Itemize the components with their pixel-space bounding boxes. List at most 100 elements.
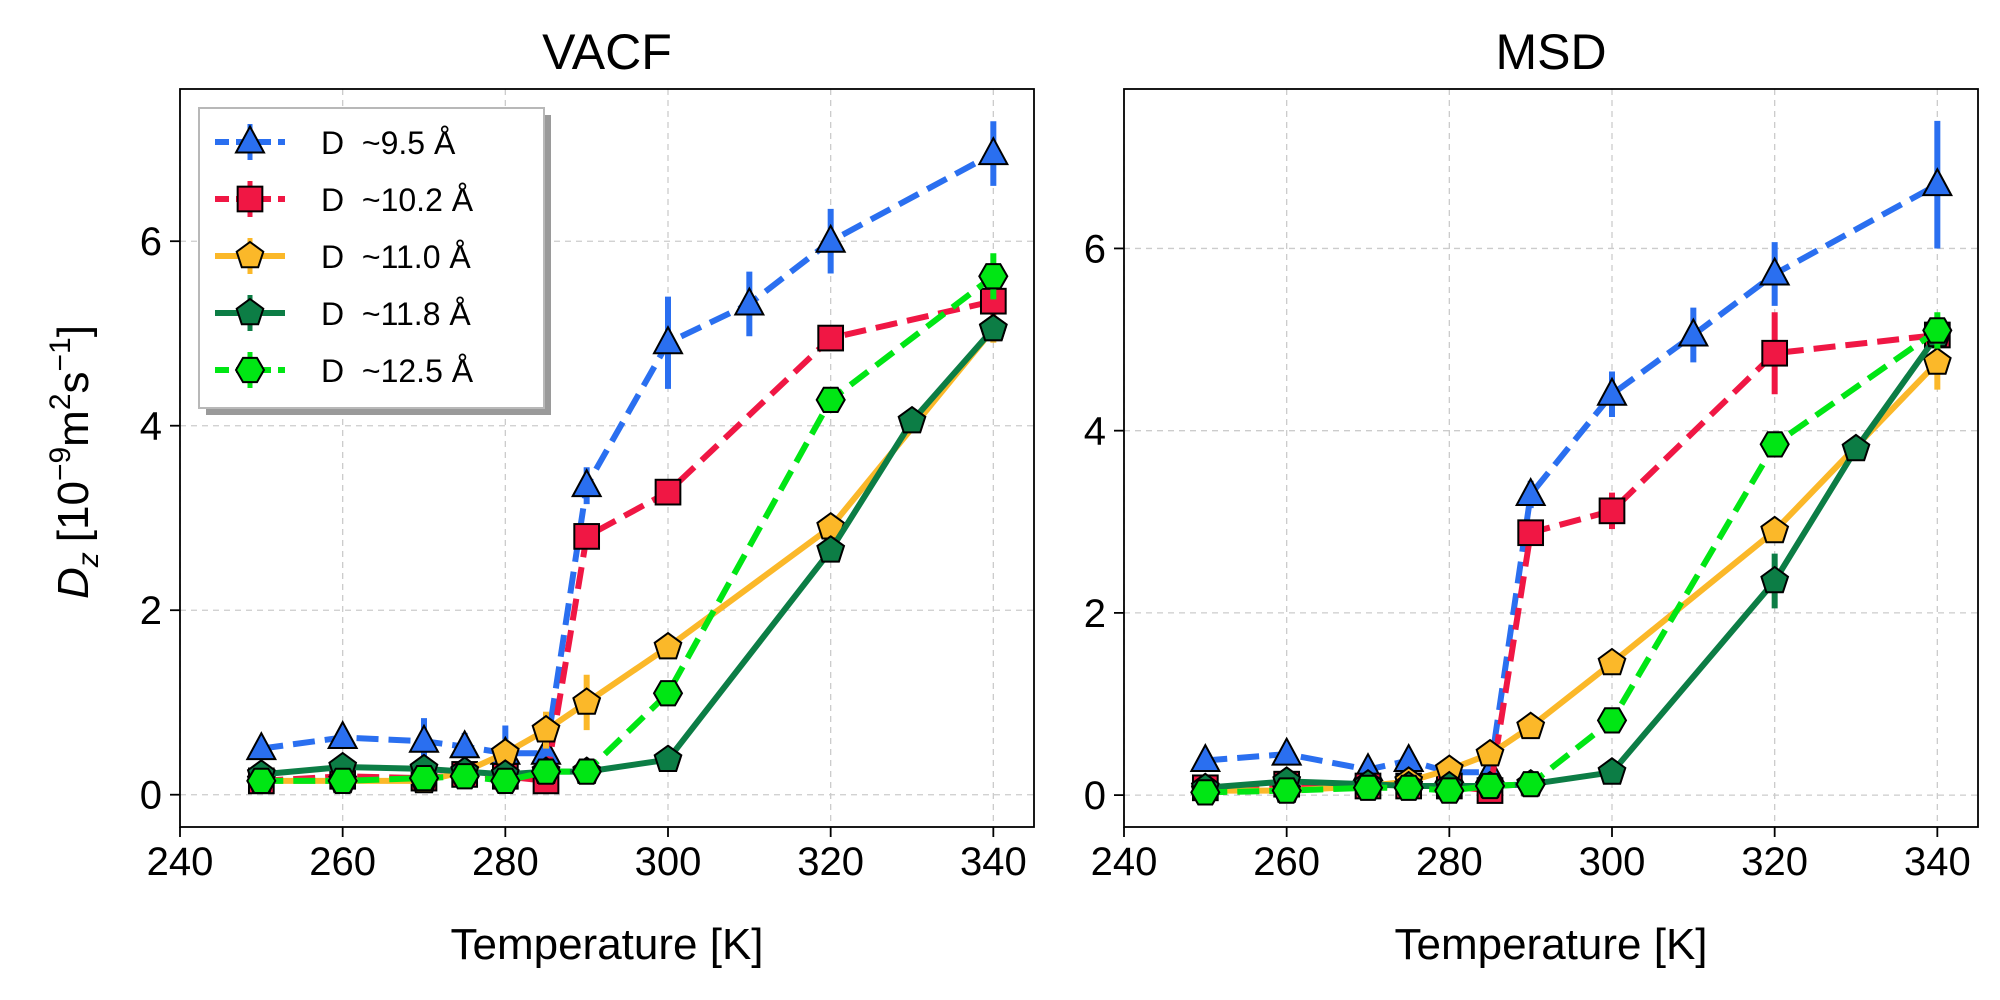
msd-x-tick-label: 240 (1091, 840, 1158, 884)
msd-series-4-point (1760, 565, 1790, 594)
msd-series-3 (1190, 335, 1952, 803)
msd-series-2-point (1517, 519, 1545, 547)
vacf-y-tick-label: 6 (140, 220, 162, 264)
y-axis-label: Dz [10−9m2s−1] (44, 325, 105, 599)
msd-x-tick-label: 260 (1253, 840, 1320, 884)
vacf-series-5-point (815, 386, 846, 413)
msd-series-5-point (1190, 779, 1221, 806)
vacf-x-axis-label: Temperature [K] (450, 920, 763, 969)
msd-x-axis-label: Temperature [K] (1394, 920, 1707, 969)
y-label-close: ] (49, 325, 98, 337)
legend-label: D ~10.2 Å (321, 182, 474, 218)
legend-entry-5: D ~12.5 Å (215, 352, 474, 389)
vacf-series-1-point (814, 223, 847, 253)
vacf-series-2-point (817, 324, 845, 352)
legend: D ~9.5 Å D ~10.2 Å D ~11.0 Å D ~11.8 Å D ~12… (198, 107, 551, 415)
vacf-series-5-point (530, 758, 562, 785)
msd-y-tick-label: 4 (1084, 410, 1106, 454)
msd-series-4-point (1597, 757, 1627, 785)
vacf-series-5-point (408, 765, 440, 792)
msd-series-3-point (1516, 711, 1546, 740)
vacf-series-5 (246, 253, 1009, 794)
vacf-series-1-point (408, 723, 440, 753)
msd-x-tick-label: 280 (1416, 840, 1483, 884)
msd-series-5-point (1474, 772, 1506, 800)
msd-series-1-point (1189, 742, 1222, 772)
legend-label: D ~11.0 Å (321, 239, 471, 275)
msd-axes-frame (1123, 88, 1979, 828)
msd-series-4-point (1841, 433, 1871, 462)
vacf-x-tick-label: 340 (960, 840, 1027, 884)
msd-series-4-line (1205, 333, 1940, 791)
msd-x-tick-label: 340 (1904, 840, 1971, 884)
msd-x-tick-label: 300 (1579, 840, 1646, 884)
vacf-series-4-point (816, 535, 846, 563)
vacf-x-tick-label: 240 (147, 840, 214, 884)
msd-series-5-point (1515, 771, 1546, 798)
legend-label: D ~11.8 Å (321, 296, 471, 332)
vacf-y-tick-label: 0 (140, 774, 162, 818)
vacf-x-tick-label: 260 (309, 840, 376, 884)
msd-series-5 (1190, 312, 1953, 806)
msd-series-1-point (1758, 256, 1791, 286)
vacf-series-5-point (652, 680, 684, 707)
y-label-units2: m (49, 410, 98, 447)
vacf-series-5-point (246, 767, 277, 794)
vacf-x-tick-label: 280 (472, 840, 539, 884)
y-label-exp: −9 (44, 447, 77, 481)
legend-label: D ~12.5 Å (321, 353, 474, 389)
msd-series-2-point (1761, 339, 1789, 367)
vacf-series-5-line (261, 273, 996, 784)
vacf-axes-frame (179, 88, 1035, 828)
msd-series-1-point (1596, 376, 1628, 406)
vacf-x-tick-label: 320 (797, 840, 864, 884)
msd-series-3-point (1760, 515, 1790, 544)
y-label-exp3: −1 (44, 337, 77, 371)
legend-marker (234, 356, 266, 384)
legend-entry-2: D ~10.2 Å (215, 181, 474, 218)
vacf-series-1-line (260, 150, 995, 757)
legend-entry-4: D ~11.8 Å (215, 295, 471, 332)
legend-entry-3: D ~11.0 Å (215, 238, 471, 275)
msd-series-1-point (1514, 476, 1547, 506)
vacf-series-5-point (490, 767, 521, 794)
msd-series-2-line (1205, 332, 1938, 794)
msd-series-2-point (1598, 497, 1626, 525)
vacf-series-5-point (327, 767, 358, 794)
data-layer (245, 120, 1954, 806)
msd-series-1-point (1270, 736, 1303, 766)
legend-label: D ~9.5 Å (321, 125, 456, 161)
msd-series-5-point (1759, 431, 1790, 458)
vacf-series-1-point (326, 720, 359, 750)
y-label-subscript: z (72, 552, 105, 568)
msd-y-tick-label: 2 (1084, 592, 1106, 636)
msd-series-5-line (1205, 327, 1940, 796)
y-label-exp2: 2 (44, 393, 77, 410)
msd-series-3-point (1597, 647, 1627, 676)
msd-series-2 (1191, 312, 1951, 804)
vacf-series-5-point (571, 758, 602, 785)
vacf-y-tick-label: 4 (140, 405, 162, 449)
vacf-series-1-point (245, 731, 278, 761)
vacf-series-1-point (652, 325, 684, 355)
vacf-x-tick-label: 300 (635, 840, 702, 884)
msd-series-5-point (1922, 317, 1953, 344)
msd-series-4 (1190, 319, 1952, 801)
y-label-units3: s (49, 371, 98, 393)
msd-y-tick-label: 6 (1084, 227, 1106, 271)
msd-series-1-point (1921, 167, 1954, 197)
vacf-series-5-point (978, 263, 1009, 290)
vacf-series-3-point (653, 631, 683, 660)
msd-series-5-point (1393, 774, 1424, 801)
msd-title: MSD (1495, 24, 1606, 80)
axes-frames (170, 88, 1979, 837)
y-label-units: [10 (49, 481, 98, 542)
vacf-series-1-point (570, 468, 603, 498)
msd-series-5-point (1596, 707, 1628, 734)
vacf-series-1-point (733, 286, 766, 316)
legend-entry-1: D ~9.5 Å (215, 124, 456, 161)
y-label-symbol: D (49, 567, 98, 599)
msd-series-5-point (1434, 777, 1465, 804)
